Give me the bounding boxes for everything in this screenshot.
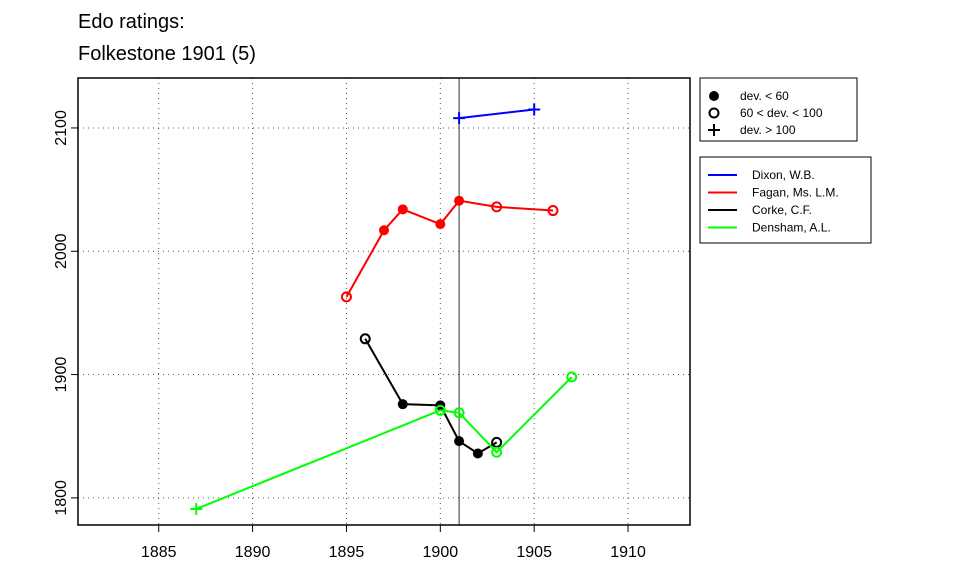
data-point [472, 448, 483, 459]
data-point [397, 204, 408, 215]
data-point [566, 371, 578, 383]
y-tick-label: 2100 [53, 110, 70, 146]
x-tick-label: 1900 [423, 544, 459, 561]
data-point [491, 446, 503, 458]
legend-label: 60 < dev. < 100 [740, 106, 823, 120]
x-tick-label: 1905 [516, 544, 552, 561]
data-point [491, 201, 503, 213]
legend-label: Dixon, W.B. [752, 168, 815, 182]
plot-frame [77, 77, 691, 526]
marker-legend: dev. < 60 60 < dev. < 100 dev. > 100 [699, 77, 858, 142]
data-point [340, 291, 352, 303]
data-point [190, 502, 203, 515]
data-point [453, 112, 466, 125]
legend-label: dev. < 60 [740, 89, 789, 103]
y-tick-label: 1900 [53, 357, 70, 393]
series-legend: Dixon, W.B. Fagan, Ms. L.M. Corke, C.F. Den… [699, 156, 872, 244]
chart-title-line2: Folkestone 1901 (5) [78, 43, 256, 65]
data-point [379, 225, 389, 236]
legend-marker [708, 107, 720, 119]
legend-box [699, 156, 872, 244]
legend-label: Densham, A.L. [752, 221, 831, 235]
data-point [397, 399, 408, 410]
data-point [359, 333, 371, 345]
series-line [195, 376, 573, 510]
x-tick-label: 1890 [235, 544, 271, 561]
y-tick-label: 2000 [53, 233, 70, 269]
x-tick-label: 1895 [329, 544, 365, 561]
series-line [364, 338, 498, 455]
x-tick-label: 1885 [141, 544, 177, 561]
series-line [345, 199, 554, 298]
data-point [435, 219, 446, 230]
data-point [434, 404, 446, 416]
data-point [528, 103, 541, 116]
data-point [547, 205, 559, 217]
legend-label: Corke, C.F. [752, 203, 812, 217]
x-tick-label: 1910 [610, 544, 646, 561]
chart-title-line1: Edo ratings: [78, 11, 185, 33]
y-tick-label: 1800 [53, 480, 70, 516]
legend-marker [708, 124, 720, 136]
legend-label: dev. > 100 [740, 123, 796, 137]
data-point [454, 195, 465, 206]
series-line [458, 108, 535, 120]
data-point [454, 436, 465, 447]
data-point [453, 407, 465, 419]
legend-marker [709, 91, 719, 101]
legend-box [699, 77, 858, 142]
legend-label: Fagan, Ms. L.M. [752, 186, 839, 200]
